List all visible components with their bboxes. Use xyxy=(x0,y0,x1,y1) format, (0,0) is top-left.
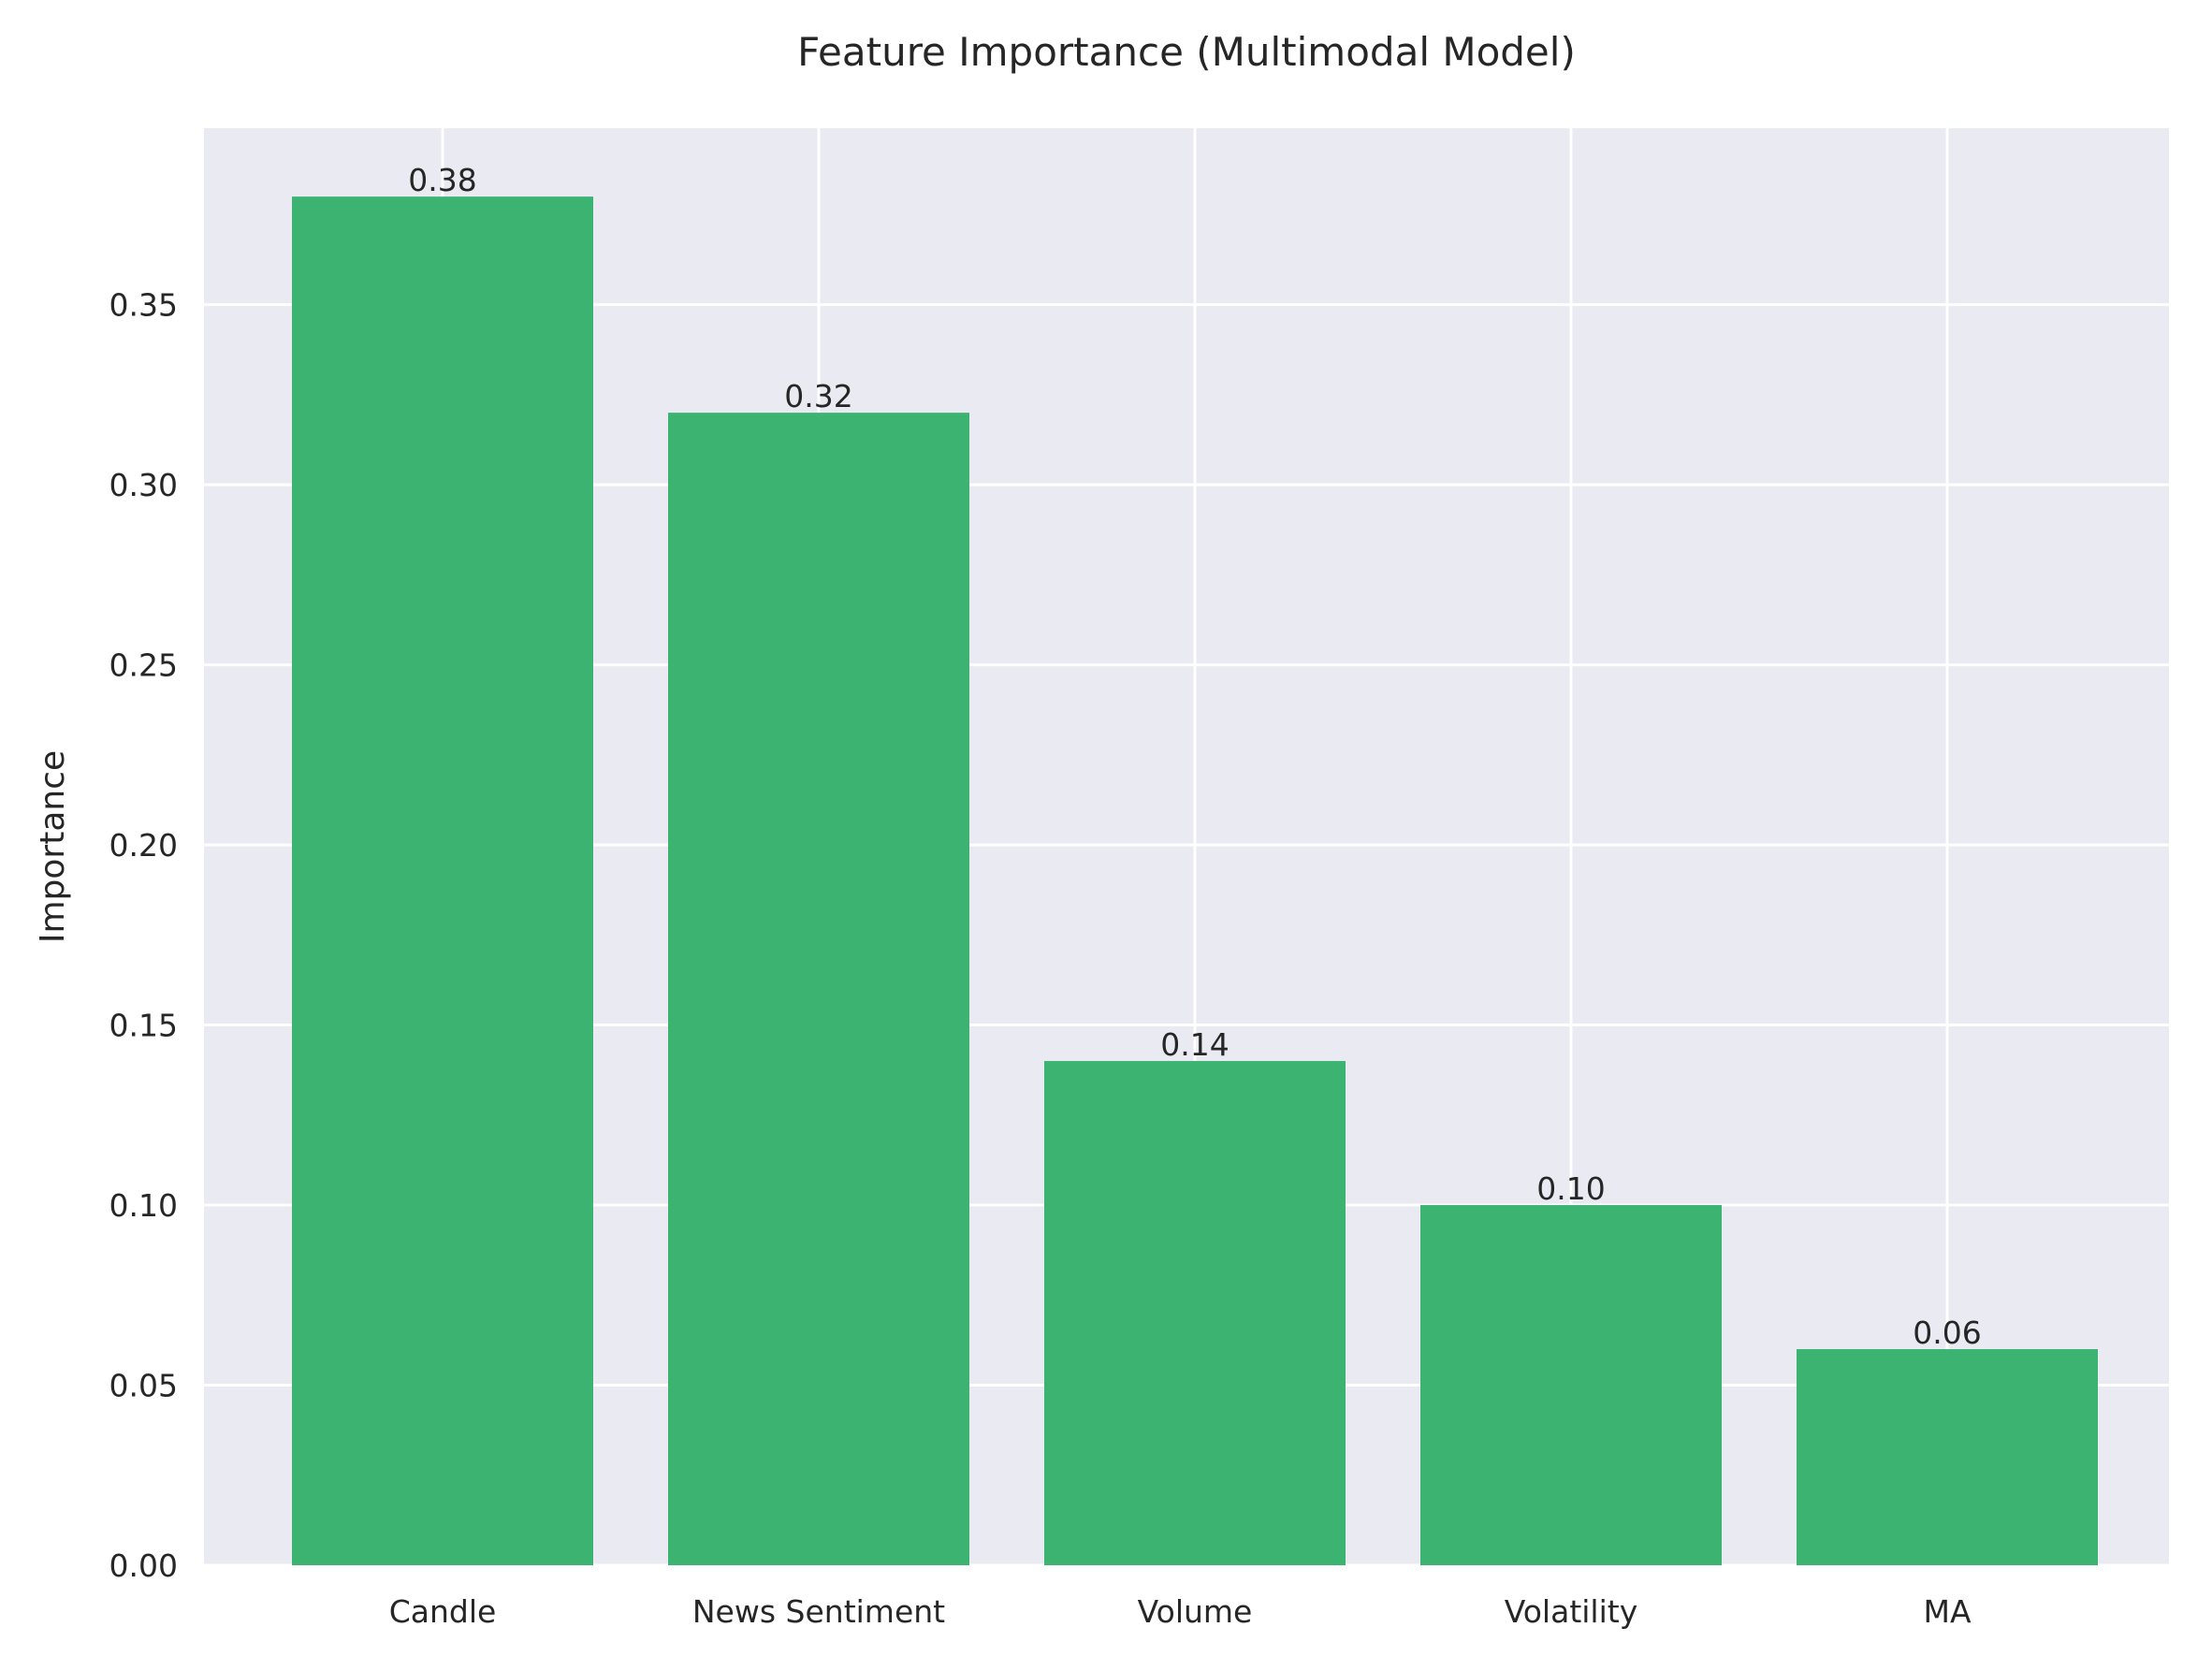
data-label: 0.38 xyxy=(408,162,476,198)
bar-candle xyxy=(292,196,593,1566)
data-label: 0.32 xyxy=(784,378,852,414)
bar-volatility xyxy=(1420,1205,1722,1565)
x-tick-label: Candle xyxy=(389,1593,497,1630)
bar-ma xyxy=(1797,1349,2098,1565)
x-tick-label: Volume xyxy=(1138,1593,1253,1630)
y-tick-label: 0.10 xyxy=(109,1187,178,1224)
data-label: 0.10 xyxy=(1536,1170,1605,1207)
y-tick-label: 0.15 xyxy=(109,1008,178,1044)
bar-news-sentiment xyxy=(668,413,969,1565)
bar-volume xyxy=(1044,1061,1346,1565)
data-label: 0.14 xyxy=(1160,1026,1229,1063)
x-tick-label: Volatility xyxy=(1505,1593,1638,1630)
y-tick-label: 0.30 xyxy=(109,467,178,503)
y-axis-label: Importance xyxy=(34,750,72,943)
y-tick-label: 0.05 xyxy=(109,1368,178,1404)
chart-title: Feature Importance (Multimodal Model) xyxy=(797,29,1576,75)
x-tick-label: News Sentiment xyxy=(692,1593,945,1630)
x-tick-label: MA xyxy=(1923,1593,1971,1630)
y-tick-label: 0.35 xyxy=(109,287,178,324)
y-tick-label: 0.25 xyxy=(109,647,178,684)
x-tick-labels: Candle News Sentiment Volume Volatility MA xyxy=(389,1593,1972,1630)
bars xyxy=(292,196,2098,1566)
y-tick-labels: 0.00 0.05 0.10 0.15 0.20 0.25 0.30 0.35 xyxy=(109,287,178,1584)
data-label: 0.06 xyxy=(1913,1315,1981,1351)
y-tick-label: 0.00 xyxy=(109,1547,178,1584)
y-tick-label: 0.20 xyxy=(109,827,178,864)
data-labels: 0.38 0.32 0.14 0.10 0.06 xyxy=(408,162,1981,1351)
